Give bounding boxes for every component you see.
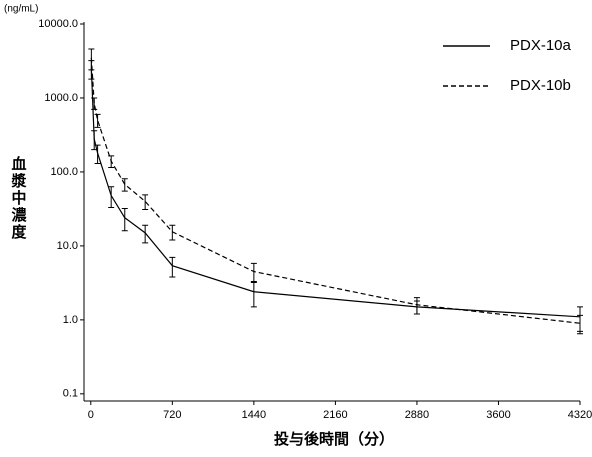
x-axis-title: 投与後時間（分） [274, 430, 394, 448]
x-tick-label: 1440 [242, 409, 266, 421]
error-bar [121, 178, 128, 192]
error-bar [577, 314, 583, 335]
legend-label: PDX-10a [510, 37, 572, 54]
error-bar [121, 208, 128, 232]
y-unit: (ng/mL) [4, 4, 38, 15]
error-bar [142, 224, 149, 244]
series-line [90, 68, 581, 318]
error-bar [94, 144, 101, 165]
error-bar [413, 297, 420, 315]
error-bar [91, 130, 98, 151]
error-bar [88, 48, 95, 71]
error-bar [250, 281, 257, 308]
y-tick-label: 10.0 [57, 240, 78, 252]
x-tick-label: 0 [88, 409, 94, 421]
error-bar [94, 113, 101, 128]
error-bar [250, 262, 257, 284]
x-tick-label: 3600 [486, 409, 510, 421]
y-axis-title: 血漿中濃度 [10, 155, 27, 241]
series-line [90, 57, 581, 324]
y-tick-label: 100.0 [50, 166, 78, 178]
y-tick-label: 0.1 [63, 388, 78, 400]
error-bar [108, 186, 115, 209]
y-tick-label: 1.0 [63, 314, 78, 326]
error-bar [91, 97, 98, 110]
y-tick-label: 1000.0 [44, 92, 78, 104]
x-tick-label: 2880 [405, 409, 429, 421]
x-tick-label: 2160 [323, 409, 347, 421]
y-tick-label: 10000.0 [38, 18, 78, 30]
error-bar [108, 155, 115, 168]
error-bar [169, 224, 176, 241]
x-tick-label: 720 [163, 409, 181, 421]
x-tick-label: 4320 [568, 409, 592, 421]
error-bar [169, 256, 176, 278]
legend-label: PDX-10b [510, 77, 571, 94]
error-bar [142, 194, 149, 211]
